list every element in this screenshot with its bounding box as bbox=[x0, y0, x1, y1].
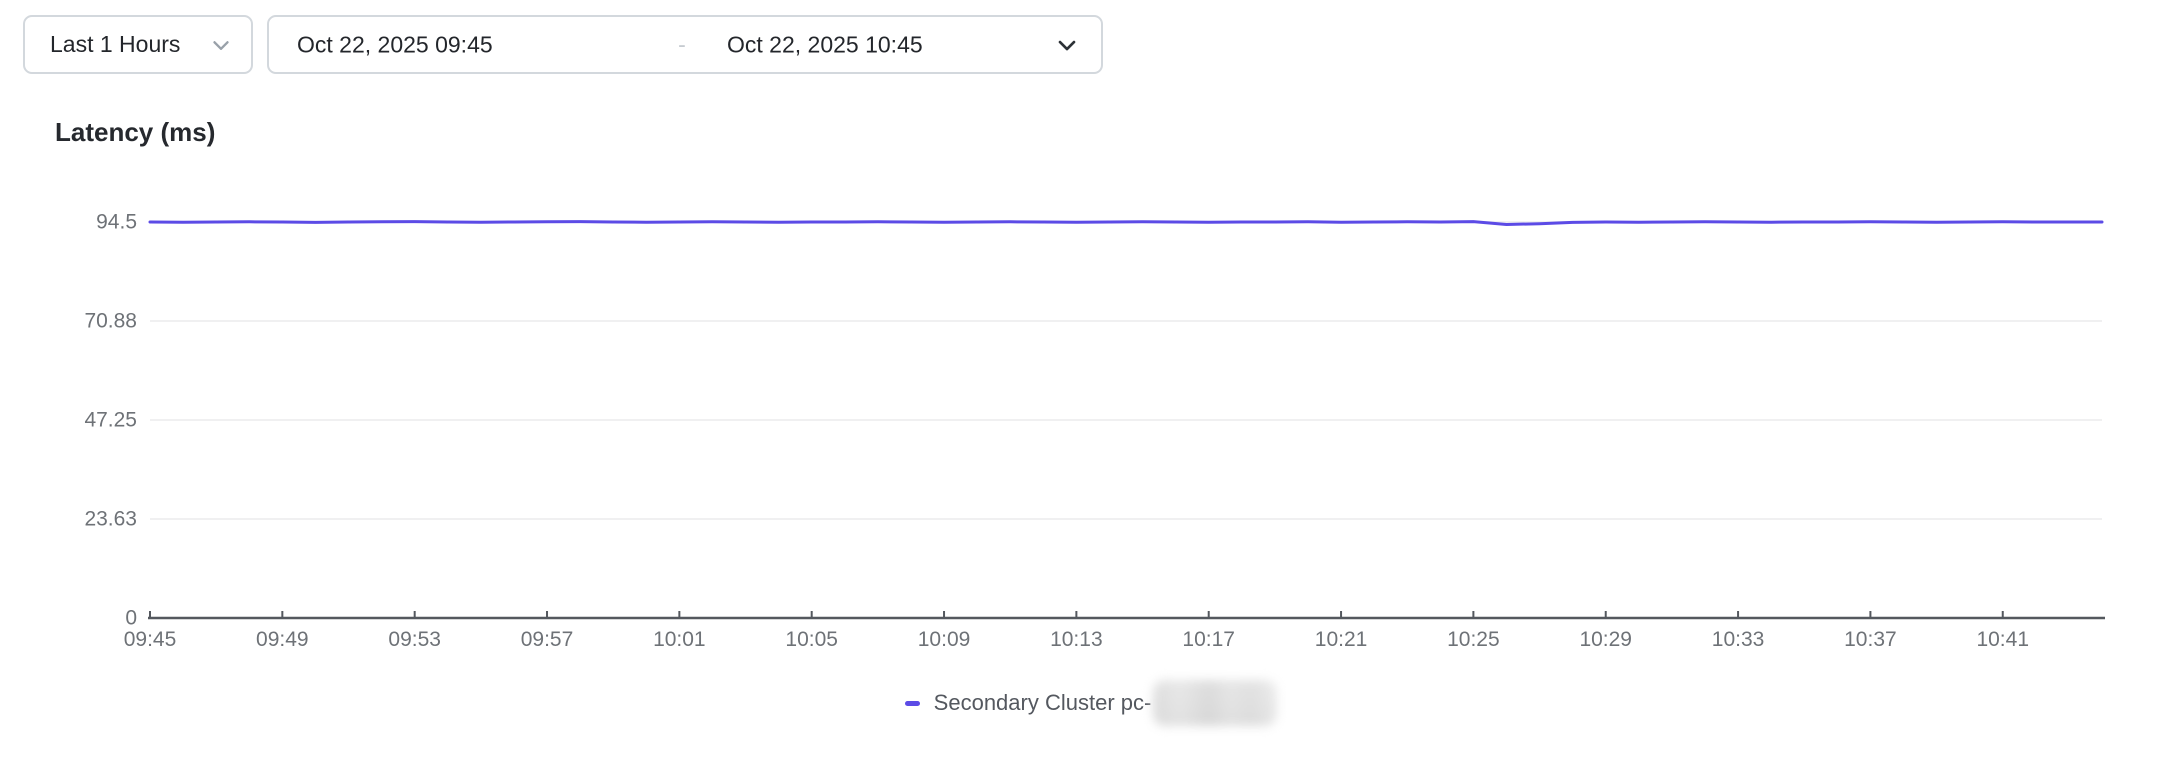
x-tick-label: 10:05 bbox=[785, 628, 838, 651]
date-range-separator: - bbox=[678, 31, 686, 57]
y-tick-label: 0 bbox=[125, 606, 137, 630]
x-tick-label: 09:57 bbox=[520, 628, 574, 651]
chevron-down-icon bbox=[1053, 31, 1081, 59]
x-tick-label: 10:29 bbox=[1579, 628, 1632, 651]
y-tick-label: 47.25 bbox=[84, 408, 137, 432]
series-line bbox=[148, 220, 2104, 226]
x-tick-label: 10:33 bbox=[1711, 628, 1765, 651]
legend-redacted-blur bbox=[1153, 680, 1278, 726]
time-range-dropdown[interactable]: Last 1 Hours bbox=[23, 15, 253, 74]
x-tick-label: 10:41 bbox=[1976, 628, 2030, 651]
x-tick-label: 09:49 bbox=[256, 628, 309, 651]
x-tick-label: 10:25 bbox=[1447, 628, 1500, 651]
y-tick-label: 23.63 bbox=[84, 507, 137, 531]
x-tick-label: 10:21 bbox=[1314, 628, 1368, 651]
y-tick-label: 70.88 bbox=[84, 309, 137, 333]
date-range-picker[interactable]: Oct 22, 2025 09:45 - Oct 22, 2025 10:45 bbox=[267, 15, 1103, 74]
chart-title: Latency (ms) bbox=[55, 117, 216, 147]
x-tick-label: 10:01 bbox=[653, 628, 706, 651]
legend-series-label: Secondary Cluster pc- bbox=[933, 690, 1152, 715]
x-tick-label: 09:53 bbox=[388, 628, 441, 651]
legend-item[interactable]: Secondary Cluster pc- bbox=[0, 678, 2182, 728]
date-range-end: Oct 22, 2025 10:45 bbox=[727, 31, 923, 57]
x-tick-label: 10:13 bbox=[1050, 628, 1103, 651]
x-tick-label: 10:37 bbox=[1844, 628, 1897, 651]
x-tick-label: 10:17 bbox=[1182, 628, 1235, 651]
chevron-down-icon bbox=[208, 32, 234, 58]
legend-series-marker bbox=[904, 700, 920, 706]
date-range-start: Oct 22, 2025 09:45 bbox=[297, 31, 493, 57]
y-tick-label: 94.5 bbox=[96, 210, 137, 234]
time-range-dropdown-label: Last 1 Hours bbox=[50, 31, 181, 57]
x-tick-label: 09:45 bbox=[123, 628, 177, 651]
x-tick-label: 10:09 bbox=[917, 628, 971, 651]
